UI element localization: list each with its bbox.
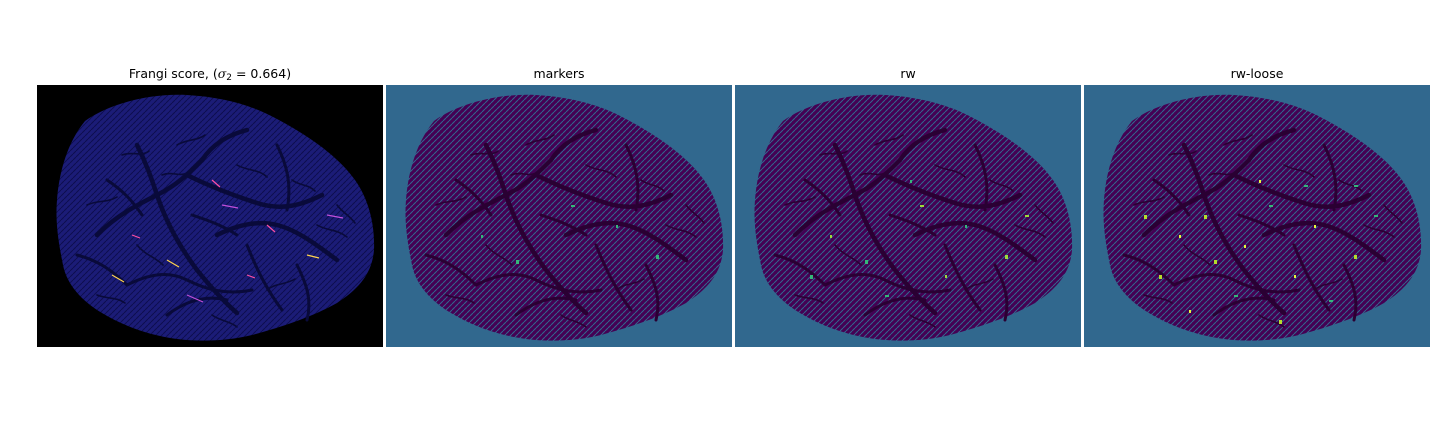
rw-loose-image <box>1084 85 1430 347</box>
panel-frangi-image <box>37 85 383 347</box>
vessel-network <box>424 127 705 328</box>
markers-image <box>386 85 732 347</box>
frangi-image <box>37 85 383 347</box>
panel-title-rw-loose: rw-loose <box>1230 66 1284 81</box>
highlight-marks <box>111 179 344 303</box>
vessel-network <box>1122 127 1403 328</box>
panel-markers-image <box>386 85 732 347</box>
highlight-marks <box>810 180 1029 297</box>
highlight-marks <box>1144 180 1378 324</box>
panel-title-markers: markers <box>533 66 585 81</box>
panel-rw-image <box>735 85 1081 347</box>
panel-title-rw: rw <box>900 66 916 81</box>
vessel-network <box>75 127 356 328</box>
vessel-network <box>773 127 1054 328</box>
panel-rw-loose-image <box>1084 85 1430 347</box>
rw-image <box>735 85 1081 347</box>
panel-title-frangi: Frangi score, (σ2 = 0.664) <box>128 66 292 83</box>
highlight-marks <box>481 205 659 264</box>
